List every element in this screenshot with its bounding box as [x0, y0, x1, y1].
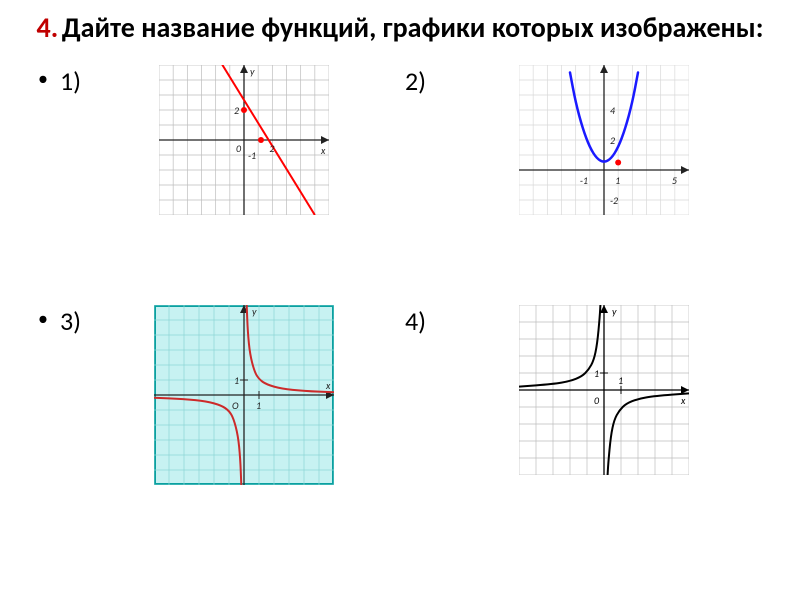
- svg-text:x: x: [320, 144, 326, 157]
- cell-3: • 3) 1 1 Ox y: [30, 305, 395, 525]
- cell-1: • 1) 022-1xy: [30, 65, 395, 285]
- chart-1: 022-1xy: [93, 65, 395, 215]
- svg-text:2: 2: [269, 142, 274, 155]
- label-3: 3): [60, 305, 81, 337]
- bullet-3: •: [38, 307, 48, 331]
- cell-4: 4) 110xy: [405, 305, 770, 525]
- chart-2: 2415-1-2: [438, 65, 770, 215]
- svg-text:1: 1: [256, 399, 261, 412]
- svg-text:2: 2: [234, 104, 239, 117]
- label-2: 2): [405, 65, 426, 97]
- chart-grid: • 1) 022-1xy 2) 2415-1-2 • 3) 11Oxy 4) 1…: [30, 65, 770, 525]
- label-1: 1): [60, 65, 81, 97]
- svg-text:O: O: [232, 399, 239, 412]
- cell-2: 2) 2415-1-2: [405, 65, 770, 285]
- label-4: 4): [405, 305, 426, 337]
- svg-text:-2: -2: [610, 194, 618, 207]
- svg-text:x: x: [680, 394, 686, 407]
- svg-text:y: y: [252, 305, 257, 318]
- svg-text:x: x: [325, 379, 331, 392]
- chart-3: 1 1 Ox y: [93, 305, 395, 485]
- svg-text:y: y: [612, 305, 617, 318]
- svg-text:1: 1: [594, 367, 599, 380]
- chart-4: 110xy: [438, 305, 770, 475]
- svg-text:5: 5: [672, 174, 677, 187]
- page-title: 4. Дайте название функций, графики котор…: [30, 10, 770, 45]
- svg-text:-1: -1: [580, 174, 588, 187]
- svg-text:2: 2: [610, 134, 615, 147]
- title-number: 4.: [37, 10, 59, 45]
- svg-text:y: y: [250, 65, 255, 78]
- title-text: Дайте название функций, графики которых …: [62, 10, 764, 45]
- bullet-1: •: [38, 67, 48, 91]
- svg-text:-1: -1: [248, 149, 256, 162]
- svg-text:1: 1: [234, 374, 239, 387]
- svg-text:1: 1: [615, 174, 620, 187]
- svg-text:1: 1: [618, 374, 623, 387]
